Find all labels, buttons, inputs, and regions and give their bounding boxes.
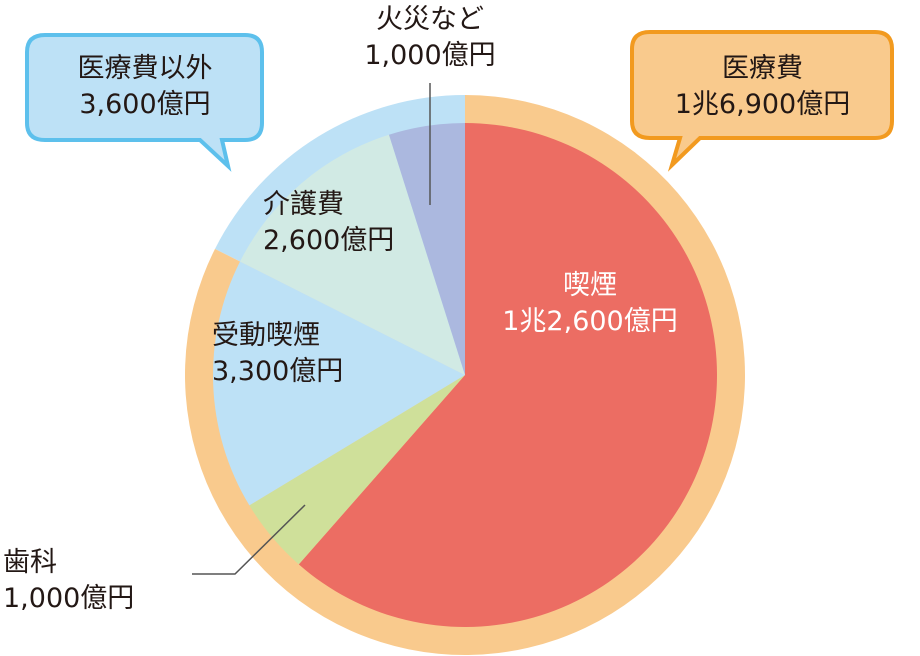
label-name: 医療費	[722, 53, 803, 84]
label-value: 3,600億円	[79, 89, 211, 120]
label-name: 医療費以外	[77, 53, 213, 84]
slice-label-dental: 歯科 1,000億円	[3, 545, 134, 617]
outer-label-non-medical: 医療費以外 3,600億円	[45, 51, 245, 123]
outer-label-medical: 医療費 1兆6,900億円	[640, 51, 885, 123]
label-name: 受動喫煙	[212, 320, 320, 351]
slice-label-smoking: 喫煙 1兆2,600億円	[480, 268, 700, 340]
label-name: 介護費	[263, 189, 344, 220]
label-value: 1兆2,600億円	[502, 306, 678, 337]
pie-slice-1	[249, 375, 465, 565]
pie-slice-2	[213, 261, 465, 506]
label-value: 3,300億円	[212, 356, 344, 387]
label-name: 歯科	[3, 547, 57, 578]
label-value: 1兆6,900億円	[674, 89, 851, 120]
label-name: 火災など	[376, 4, 484, 35]
label-value: 1,000億円	[364, 40, 496, 71]
pie-slice-0	[298, 123, 717, 627]
slice-label-fire: 火災など 1,000億円	[330, 2, 530, 74]
slice-label-care: 介護費 2,600億円	[263, 187, 394, 259]
leader-line-dental	[192, 504, 306, 575]
callout-bubble-medical	[630, 30, 894, 172]
label-name: 喫煙	[563, 270, 617, 301]
label-value: 1,000億円	[3, 583, 135, 614]
pie-slice-4	[388, 123, 465, 375]
callout-bubble-non-medical	[25, 33, 264, 172]
label-value: 2,600億円	[263, 225, 395, 256]
slice-label-passive-smoking: 受動喫煙 3,300億円	[212, 318, 343, 390]
pie-slice-3	[240, 134, 465, 375]
